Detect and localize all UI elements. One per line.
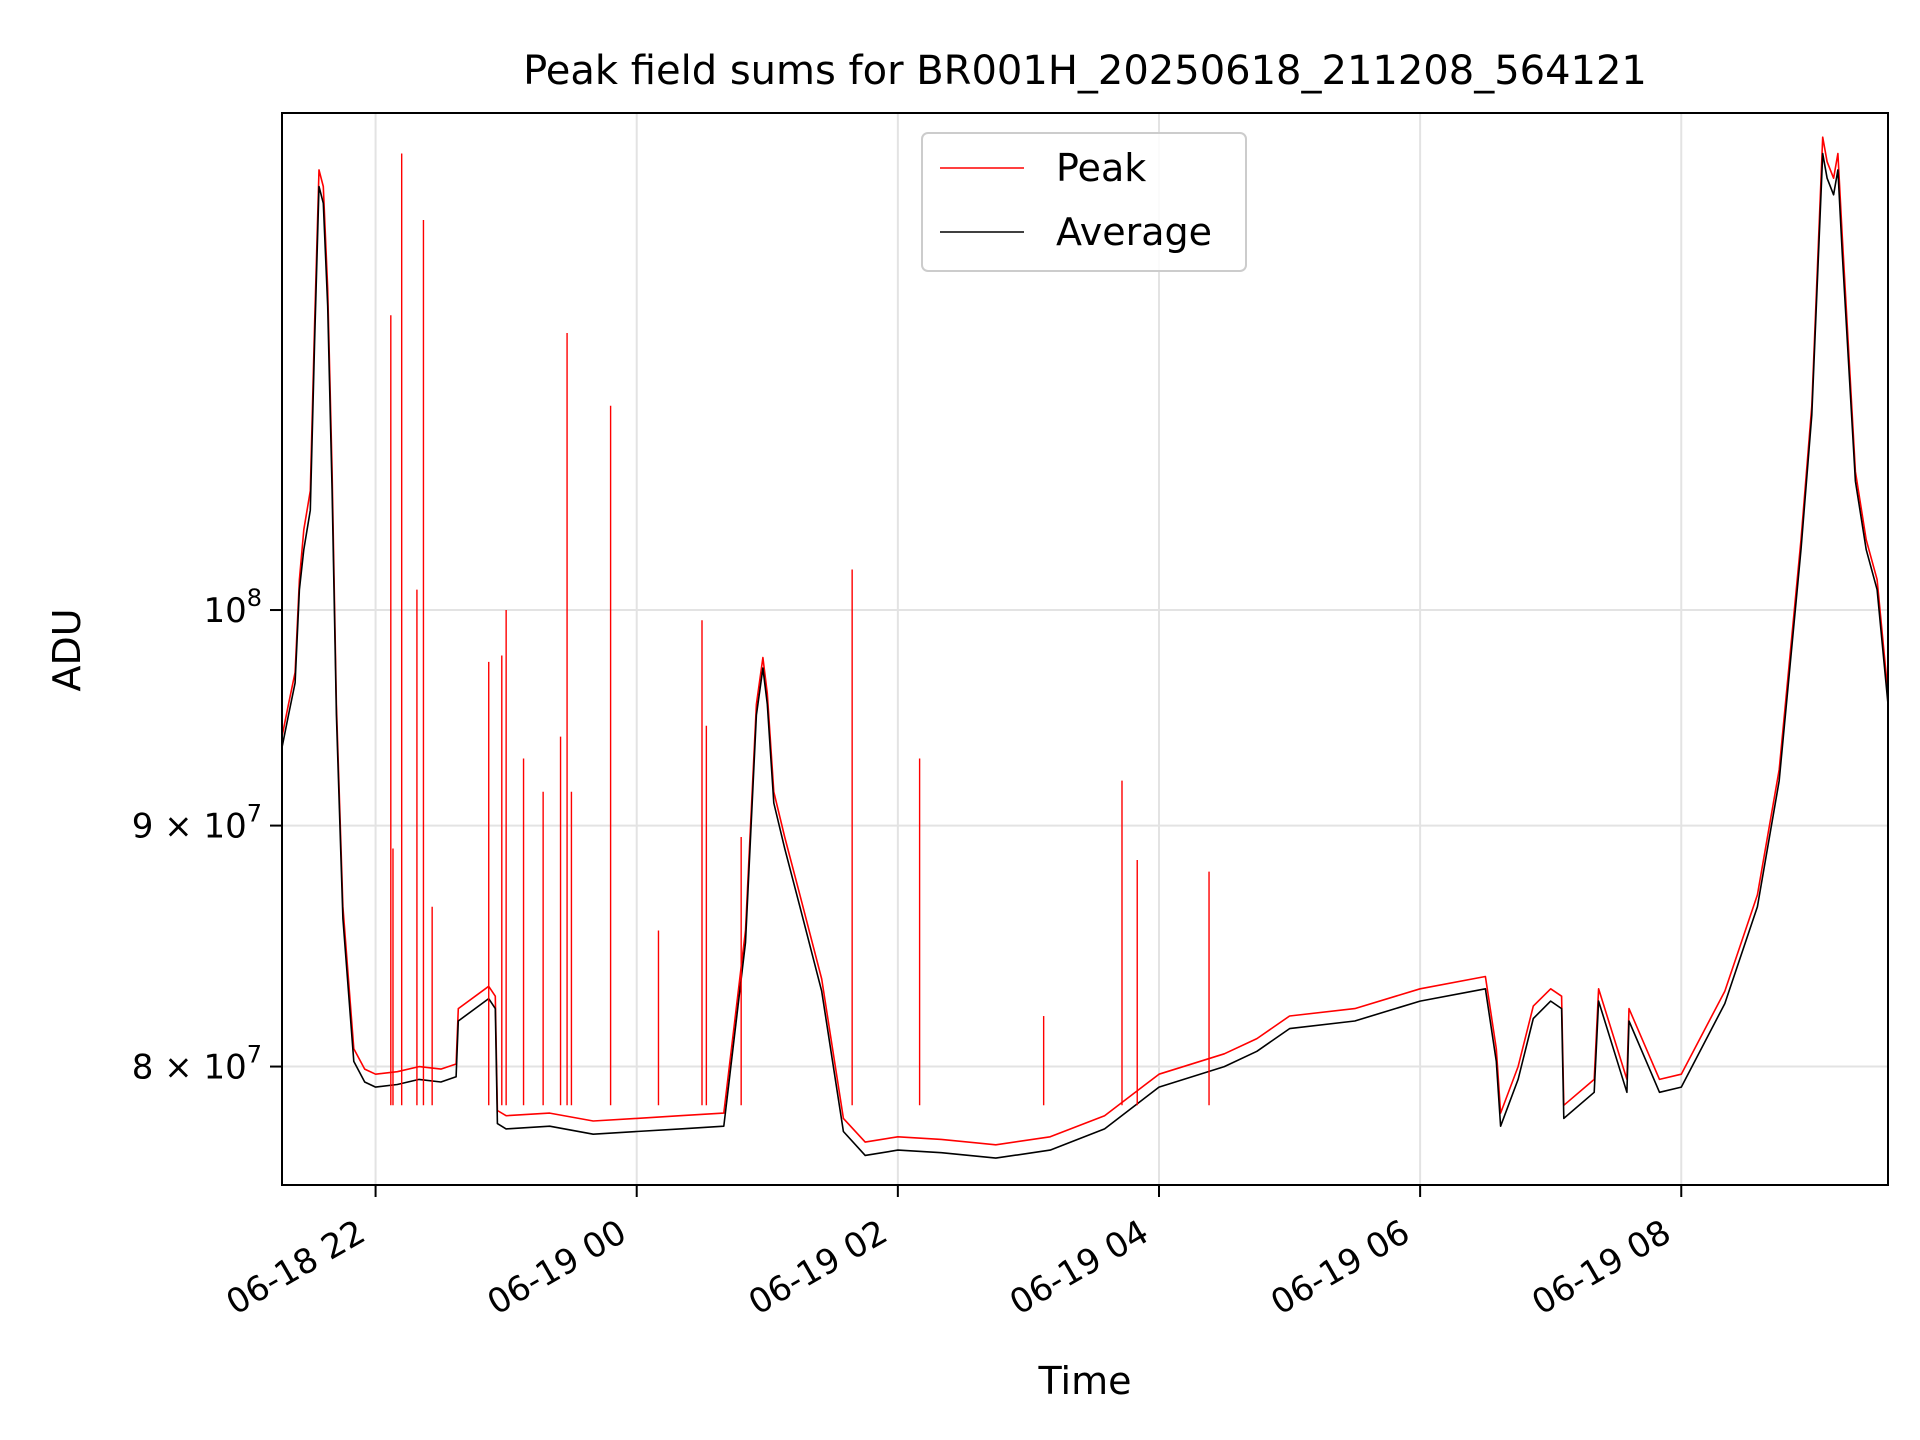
plot-frame	[281, 112, 1889, 1186]
gridlines	[282, 113, 1888, 1185]
y-tick-label: 8 × 107	[132, 1041, 262, 1088]
y-axis-ticks: 8 × 107 9 × 107 108	[132, 584, 282, 1088]
y-tick-label: 9 × 107	[132, 800, 262, 847]
series-line-average	[282, 152, 1888, 1159]
legend-average-label: Average	[1056, 210, 1212, 254]
legend-peak-label: Peak	[1056, 146, 1146, 190]
x-axis-label: Time	[1038, 1359, 1132, 1403]
legend: Peak Average	[921, 132, 1247, 272]
series-layer	[282, 136, 1888, 1159]
y-tick-label: 108	[203, 584, 262, 631]
y-axis-label: ADU	[45, 608, 89, 691]
chart-title: Peak field sums for BR001H_20250618_2112…	[523, 48, 1647, 94]
series-line-peak	[282, 136, 1888, 1146]
